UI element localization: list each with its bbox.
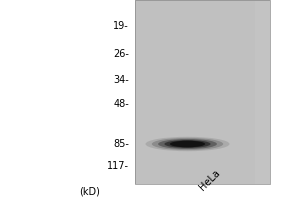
Ellipse shape	[158, 139, 217, 149]
Text: 48-: 48-	[113, 99, 129, 109]
Bar	[135, 0, 270, 184]
Text: HeLa: HeLa	[197, 167, 222, 192]
Text: 117-: 117-	[107, 161, 129, 171]
Text: (kD): (kD)	[80, 186, 100, 196]
Text: 34-: 34-	[113, 75, 129, 85]
Ellipse shape	[146, 137, 230, 151]
Text: 19-: 19-	[113, 21, 129, 31]
Ellipse shape	[164, 140, 211, 148]
Bar	[135, 0, 270, 184]
Ellipse shape	[170, 141, 205, 147]
Ellipse shape	[152, 138, 223, 150]
Text: 26-: 26-	[113, 49, 129, 59]
Bar	[255, 0, 270, 184]
Text: 85-: 85-	[113, 139, 129, 149]
